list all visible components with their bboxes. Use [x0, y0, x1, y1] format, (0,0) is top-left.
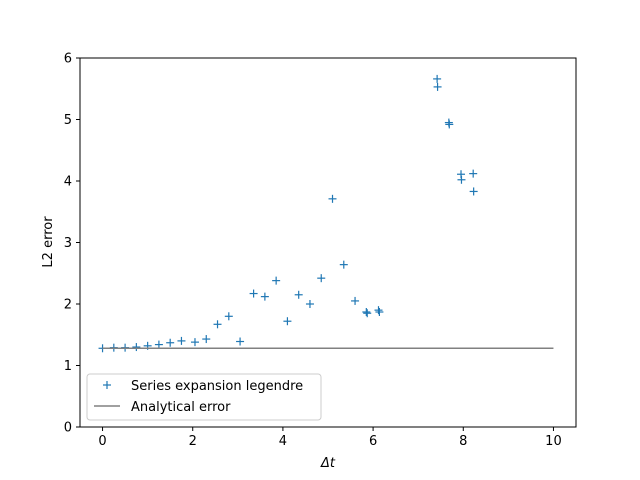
- data-point: [457, 175, 466, 184]
- legend-marker-series-expansion: [103, 381, 111, 389]
- data-point: [132, 343, 141, 352]
- data-point: [469, 187, 478, 196]
- y-tick-label: 1: [64, 359, 72, 374]
- data-point: [272, 276, 281, 285]
- legend-label-analytical-error: Analytical error: [131, 400, 231, 415]
- data-point: [374, 306, 383, 315]
- y-tick-label: 2: [64, 298, 72, 313]
- y-tick-label: 3: [64, 236, 72, 251]
- data-point: [328, 194, 337, 203]
- data-point: [363, 309, 372, 318]
- data-point: [202, 335, 211, 344]
- plot-area: [80, 58, 576, 427]
- data-point: [177, 336, 186, 345]
- y-axis-label: L2 error: [41, 216, 56, 268]
- x-tick-label: 4: [279, 434, 287, 449]
- data-point: [445, 120, 454, 129]
- data-point: [249, 289, 258, 298]
- x-tick-label: 10: [545, 434, 562, 449]
- data-point: [351, 296, 360, 305]
- y-tick-label: 6: [64, 52, 72, 67]
- data-point: [339, 260, 348, 269]
- legend-box: [86, 373, 322, 421]
- legend: Series expansion legendre Analytical err…: [86, 373, 322, 421]
- x-tick-label: 8: [459, 434, 467, 449]
- data-point: [166, 338, 175, 347]
- data-point: [375, 307, 384, 316]
- plot-frame: [79, 57, 577, 428]
- data-point: [317, 274, 326, 283]
- data-point: [433, 82, 442, 91]
- data-point: [154, 340, 163, 349]
- y-tick-label: 4: [64, 175, 72, 190]
- data-point: [294, 290, 303, 299]
- y-tick-label: 0: [64, 421, 72, 436]
- legend-label-series-expansion: Series expansion legendre: [131, 379, 303, 394]
- data-point: [260, 292, 269, 301]
- series-layer: [98, 74, 554, 353]
- y-axis-ticks: 0 1 2 3 4 5 6: [64, 52, 80, 436]
- data-point: [236, 337, 245, 346]
- data-point: [469, 169, 478, 178]
- x-tick-label: 2: [189, 434, 197, 449]
- x-tick-label: 0: [98, 434, 106, 449]
- data-point: [190, 338, 199, 347]
- x-axis-label: Δt: [320, 456, 336, 471]
- x-axis-ticks: 0 2 4 6 8 10: [98, 427, 562, 449]
- y-tick-label: 5: [64, 113, 72, 128]
- legend-plus-marker: [103, 381, 111, 389]
- x-tick-label: 6: [369, 434, 377, 449]
- data-point: [283, 317, 292, 326]
- data-point: [224, 312, 233, 321]
- data-point: [433, 74, 442, 83]
- data-point: [362, 307, 371, 316]
- data-point: [213, 320, 222, 329]
- data-point: [305, 300, 314, 308]
